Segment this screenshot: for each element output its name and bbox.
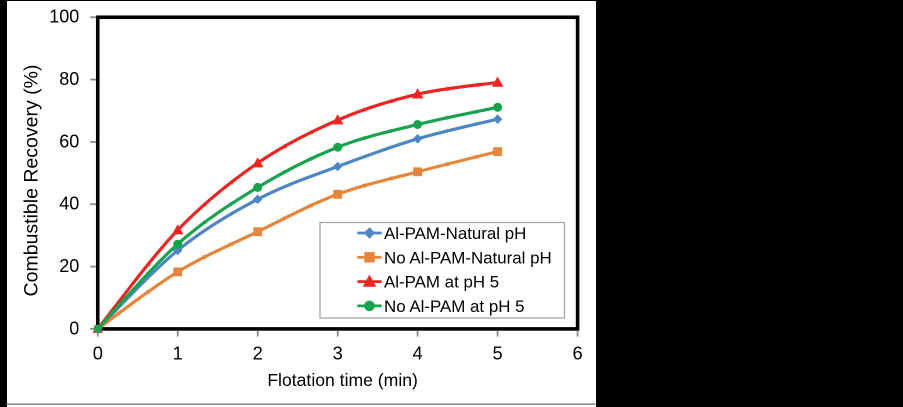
svg-text:3: 3 [333,343,343,364]
svg-text:4: 4 [413,343,423,364]
svg-text:Al-PAM at pH 5: Al-PAM at pH 5 [384,273,499,292]
svg-text:No Al-PAM-Natural pH: No Al-PAM-Natural pH [384,248,552,267]
svg-text:20: 20 [59,256,79,276]
svg-text:6: 6 [573,343,583,364]
svg-text:0: 0 [69,318,79,338]
svg-text:60: 60 [59,131,79,151]
svg-text:100: 100 [49,7,79,27]
svg-text:Flotation time (min): Flotation time (min) [267,370,418,390]
svg-text:Combustible Recovery (%): Combustible Recovery (%) [21,65,43,297]
svg-text:80: 80 [59,69,79,89]
svg-text:No Al-PAM at pH 5: No Al-PAM at pH 5 [384,297,525,316]
svg-text:1: 1 [173,343,183,364]
svg-text:Al-PAM-Natural pH: Al-PAM-Natural pH [384,224,526,243]
svg-text:2: 2 [253,343,263,364]
svg-text:40: 40 [59,194,79,214]
svg-text:5: 5 [493,343,503,364]
svg-text:0: 0 [93,343,103,364]
